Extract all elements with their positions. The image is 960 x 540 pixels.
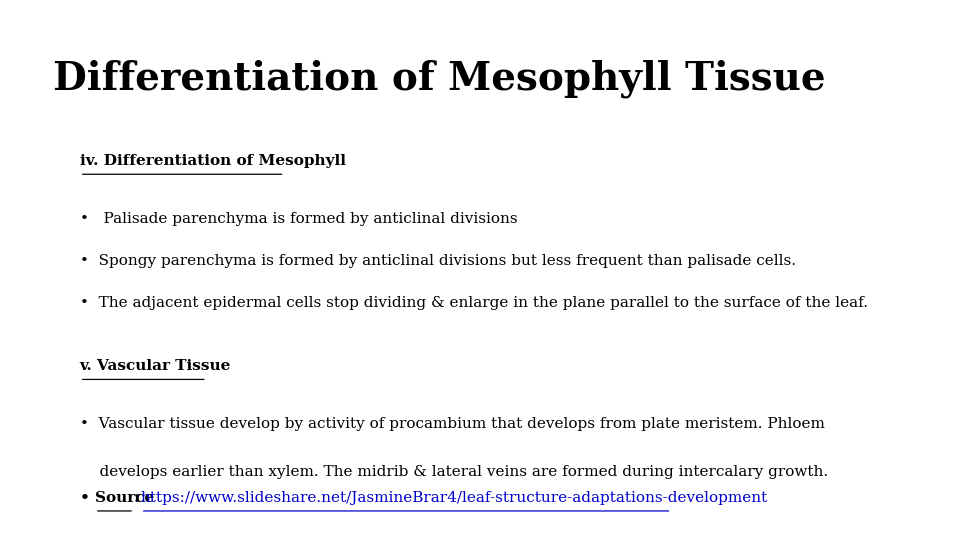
Text: iv. Differentiation of Mesophyll: iv. Differentiation of Mesophyll	[80, 154, 346, 168]
Text: Differentiation of Mesophyll Tissue: Differentiation of Mesophyll Tissue	[53, 59, 826, 98]
Text: :: :	[134, 491, 140, 505]
Text: •: •	[80, 491, 100, 505]
Text: Source: Source	[95, 491, 154, 505]
Text: •   Palisade parenchyma is formed by anticlinal divisions: • Palisade parenchyma is formed by antic…	[80, 212, 517, 226]
Text: •  The adjacent epidermal cells stop dividing & enlarge in the plane parallel to: • The adjacent epidermal cells stop divi…	[80, 296, 868, 310]
Text: •  Vascular tissue develop by activity of procambium that develops from plate me: • Vascular tissue develop by activity of…	[80, 417, 825, 431]
Text: v. Vascular Tissue: v. Vascular Tissue	[80, 360, 231, 374]
Text: https://www.slideshare.net/JasmineBrar4/leaf-structure-adaptations-development: https://www.slideshare.net/JasmineBrar4/…	[141, 491, 768, 505]
Text: develops earlier than xylem. The midrib & lateral veins are formed during interc: develops earlier than xylem. The midrib …	[80, 464, 828, 478]
Text: •  Spongy parenchyma is formed by anticlinal divisions but less frequent than pa: • Spongy parenchyma is formed by anticli…	[80, 254, 796, 268]
